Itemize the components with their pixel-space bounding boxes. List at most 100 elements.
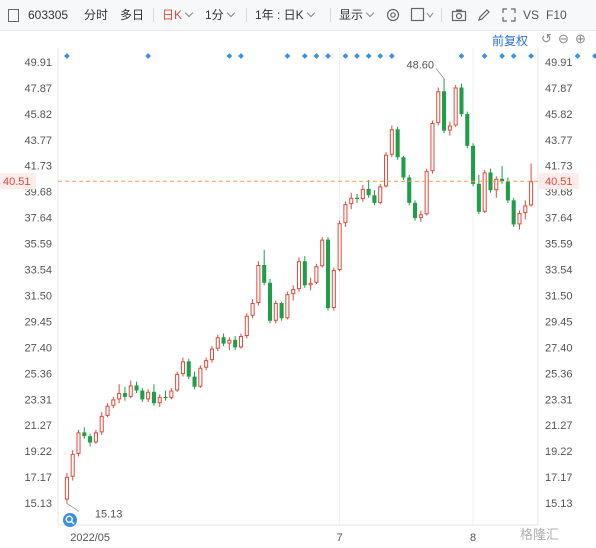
candle-body-up bbox=[453, 87, 458, 126]
event-dot bbox=[499, 53, 505, 59]
high-price-annotation: 48.60 bbox=[407, 60, 435, 72]
event-dot bbox=[238, 53, 244, 59]
candle-body-up bbox=[215, 337, 220, 349]
y-tick-label-left: 19.22 bbox=[24, 446, 52, 458]
event-dot bbox=[365, 53, 372, 59]
candle-body-up bbox=[227, 339, 232, 344]
candle-body-up bbox=[204, 360, 209, 368]
candles bbox=[64, 78, 534, 504]
candle-body-down bbox=[267, 282, 273, 321]
candle-body-up bbox=[157, 396, 162, 404]
y-tick-label-right: 33.54 bbox=[545, 265, 573, 277]
candle-body-down bbox=[192, 376, 197, 387]
y-tick-label-left: 47.87 bbox=[24, 83, 52, 95]
candle-body-down bbox=[465, 114, 470, 146]
candle-body-down bbox=[302, 261, 307, 286]
event-dot bbox=[64, 53, 70, 59]
event-dot bbox=[342, 53, 349, 59]
y-tick-label-right: 25.36 bbox=[545, 368, 573, 380]
y-tick-label-right: 45.82 bbox=[545, 109, 573, 121]
x-tick-label: 7 bbox=[337, 532, 343, 544]
candle-body-up bbox=[337, 223, 342, 271]
event-dot bbox=[226, 53, 233, 59]
zoom-in-icon[interactable]: ⊕ bbox=[575, 31, 586, 46]
candle-body-down bbox=[366, 188, 371, 196]
candle-body-up bbox=[244, 315, 249, 337]
panel-toggle-icon[interactable] bbox=[8, 9, 19, 22]
adjust-mode-link[interactable]: 前复权 bbox=[492, 34, 529, 48]
candle-body-up bbox=[209, 348, 214, 361]
stock-code: 603305 bbox=[28, 8, 69, 22]
candle-body-down bbox=[122, 393, 127, 397]
candle-body-up bbox=[494, 178, 499, 191]
candle-body-up bbox=[128, 385, 133, 397]
candle-body-down bbox=[407, 177, 412, 203]
candle-body-up bbox=[308, 282, 313, 286]
candle-body-up bbox=[314, 266, 319, 283]
toolbar-divider bbox=[441, 8, 442, 22]
event-dot bbox=[574, 53, 581, 59]
undo-icon[interactable]: ↺ bbox=[541, 31, 552, 46]
low-price-annotation: 15.13 bbox=[95, 508, 123, 520]
candle-body-down bbox=[354, 197, 360, 200]
y-tick-label-left: 37.64 bbox=[24, 213, 52, 225]
candle-body-down bbox=[471, 145, 476, 184]
candle-body-down bbox=[488, 172, 493, 191]
tab-multiday[interactable]: 多日 bbox=[120, 8, 145, 22]
candle-body-down bbox=[186, 361, 191, 377]
event-dot bbox=[354, 53, 360, 59]
zoom-out-icon[interactable]: ⊖ bbox=[558, 31, 569, 46]
candle-body-up bbox=[273, 303, 278, 321]
y-tick-label-left: 35.59 bbox=[24, 239, 52, 251]
candle-body-down bbox=[500, 178, 505, 182]
candle-body-down bbox=[476, 183, 481, 212]
f10-button[interactable]: F10 bbox=[546, 8, 567, 22]
gear-icon[interactable] bbox=[385, 7, 401, 23]
candle-body-down bbox=[511, 200, 516, 225]
y-tick-label-right: 43.77 bbox=[545, 135, 573, 147]
candle-body-up bbox=[76, 432, 81, 454]
candle-body-down bbox=[221, 337, 226, 344]
event-dot bbox=[313, 53, 320, 59]
tab-daily-k[interactable]: 日K bbox=[162, 0, 194, 30]
low-annotation-leader bbox=[66, 503, 80, 512]
candle-body-up bbox=[430, 122, 435, 172]
candle-body-up bbox=[180, 361, 185, 375]
chevron-down-icon bbox=[226, 8, 235, 18]
camera-icon[interactable] bbox=[451, 7, 467, 23]
candle-body-up bbox=[238, 336, 244, 348]
candle-body-up bbox=[117, 393, 122, 400]
search-magnifier-icon[interactable] bbox=[62, 512, 78, 528]
candle-body-up bbox=[523, 205, 528, 214]
candle-body-up bbox=[256, 265, 261, 304]
event-dot bbox=[458, 53, 465, 59]
high-annotation-leader bbox=[435, 68, 445, 79]
toolbar-divider bbox=[153, 8, 154, 22]
candle-body-up bbox=[99, 415, 104, 433]
candle-body-up bbox=[285, 294, 290, 319]
event-dot bbox=[528, 53, 534, 59]
pencil-icon[interactable] bbox=[476, 7, 492, 23]
tab-minute[interactable]: 1分 bbox=[205, 0, 235, 30]
candle-body-up bbox=[378, 186, 383, 203]
candle-body-up bbox=[482, 172, 487, 212]
range-select[interactable]: 1年 : 日K bbox=[255, 0, 315, 30]
y-tick-label-left: 31.50 bbox=[24, 290, 52, 302]
candle-body-up bbox=[111, 399, 116, 406]
y-tick-label-left: 33.54 bbox=[24, 265, 52, 277]
color-box-icon[interactable] bbox=[410, 6, 434, 24]
candle-body-up bbox=[70, 453, 75, 477]
candle-body-down bbox=[134, 385, 139, 391]
candle-body-down bbox=[151, 391, 156, 404]
candle-body-down bbox=[262, 265, 267, 283]
candle-body-down bbox=[163, 396, 168, 399]
candle-body-up bbox=[343, 204, 348, 224]
display-select[interactable]: 显示 bbox=[339, 0, 375, 30]
y-tick-label-right: 49.91 bbox=[545, 57, 573, 69]
tab-intraday[interactable]: 分时 bbox=[84, 8, 109, 22]
fullscreen-icon[interactable] bbox=[501, 7, 517, 23]
y-tick-label-right: 39.68 bbox=[545, 187, 573, 199]
vs-button[interactable]: VS bbox=[523, 8, 540, 22]
candle-body-up bbox=[175, 374, 180, 391]
